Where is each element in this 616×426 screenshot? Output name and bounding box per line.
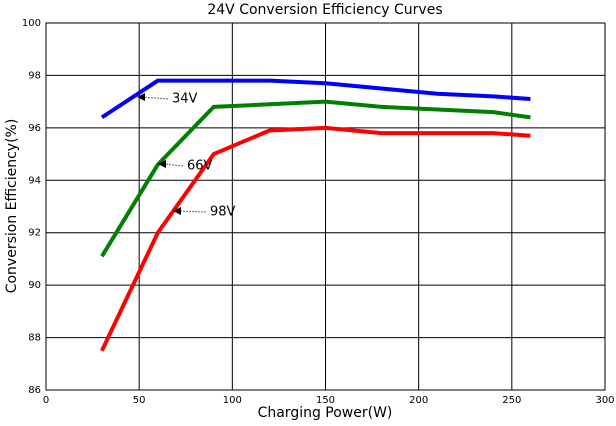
series-line	[100, 78, 531, 120]
plot-frame	[45, 22, 606, 391]
y-tick-label: 94	[28, 175, 41, 186]
series-line	[100, 125, 531, 352]
x-tick-label: 50	[133, 395, 146, 406]
y-tick-label: 100	[22, 18, 41, 29]
y-tick-label: 90	[28, 280, 41, 291]
arrow-head	[137, 93, 145, 101]
series-annotation: 98V	[210, 205, 236, 220]
x-tick-label: 100	[223, 395, 242, 406]
x-tick-label: 150	[316, 395, 335, 406]
series-line	[100, 99, 531, 258]
x-tick-label: 200	[409, 395, 428, 406]
chart-title: 24V Conversion Efficiency Curves	[207, 2, 442, 18]
arrow-head	[173, 207, 181, 215]
y-tick-label: 88	[28, 333, 41, 344]
y-tick-label: 96	[28, 123, 41, 134]
y-tick-label: 98	[28, 70, 41, 81]
x-tick-label: 300	[595, 395, 614, 406]
annotation-arrow	[162, 163, 184, 167]
x-axis-label: Charging Power(W)	[258, 405, 393, 421]
arrow-head	[158, 160, 166, 168]
y-tick-label: 92	[28, 228, 41, 239]
x-tick-label: 0	[43, 395, 49, 406]
y-tick-label: 86	[28, 385, 41, 396]
series-annotation: 34V	[172, 92, 198, 107]
x-tick-label: 250	[502, 395, 521, 406]
annotation-arrow	[141, 96, 169, 100]
y-axis-label: Conversion Efficiency(%)	[4, 119, 20, 294]
series-annotation: 66V	[187, 159, 213, 174]
annotation-arrow	[177, 210, 207, 213]
